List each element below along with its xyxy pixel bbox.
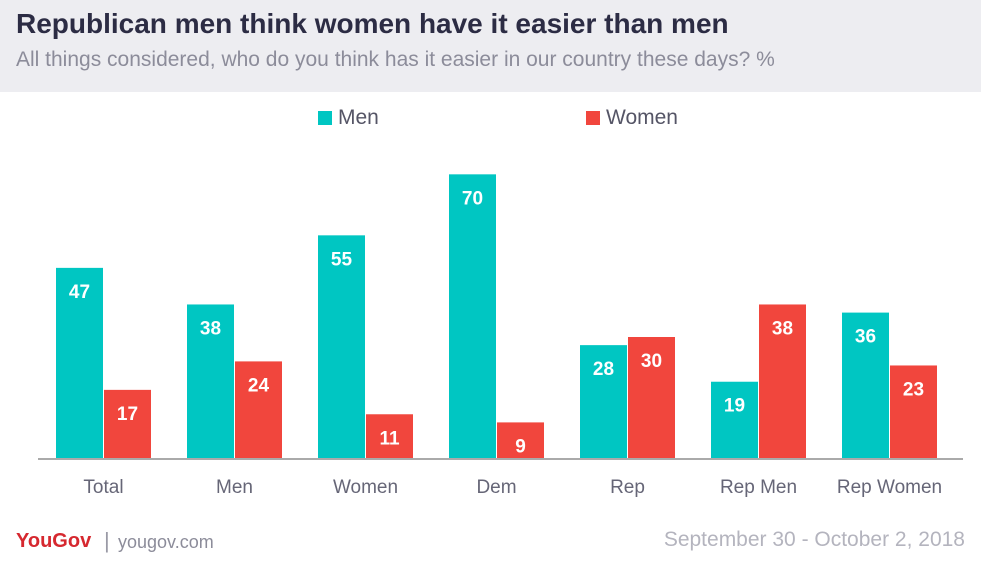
- bar-women-2: [366, 414, 413, 459]
- bar-men-3: [449, 174, 496, 460]
- bar-men-2: [318, 235, 365, 459]
- data-label-women-0: 17: [117, 404, 138, 425]
- legend-label-men: Men: [338, 106, 379, 129]
- legend-item-men: Men: [318, 106, 379, 130]
- chart-subtitle: All things considered, who do you think …: [16, 48, 775, 71]
- bar-men-5: [711, 381, 758, 459]
- x-tick-label-4: Rep: [610, 477, 645, 498]
- bar-men-1: [187, 304, 234, 459]
- yougov-logo: YouGov: [16, 530, 92, 552]
- bar-men-0: [56, 267, 103, 459]
- bar-women-6: [890, 365, 937, 459]
- data-label-men-4: 28: [593, 359, 614, 380]
- footer-site-link[interactable]: yougov.com: [118, 532, 214, 552]
- data-label-women-5: 38: [772, 318, 793, 339]
- x-tick-label-5: Rep Men: [720, 477, 797, 498]
- bar-women-0: [104, 389, 151, 459]
- x-tick-label-3: Dem: [476, 477, 516, 498]
- legend-swatch-women: [586, 111, 600, 125]
- chart-title: Republican men think women have it easie…: [16, 8, 729, 39]
- data-label-women-4: 30: [641, 351, 662, 372]
- legend-item-women: Women: [586, 106, 678, 130]
- data-label-men-2: 55: [331, 249, 353, 270]
- legend: Men Women: [0, 106, 981, 132]
- legend-label-women: Women: [606, 106, 678, 129]
- bar-women-4: [628, 337, 675, 459]
- header-band: Republican men think women have it easie…: [0, 0, 981, 92]
- footer-separator: |: [104, 528, 110, 553]
- data-label-men-6: 36: [855, 327, 876, 348]
- x-tick-label-6: Rep Women: [837, 477, 942, 498]
- data-label-men-1: 38: [200, 318, 221, 339]
- x-tick-label-0: Total: [83, 477, 123, 498]
- bar-women-1: [235, 361, 282, 459]
- data-label-men-3: 70: [462, 188, 483, 209]
- x-tick-label-1: Men: [216, 477, 253, 498]
- bar-men-4: [580, 345, 627, 459]
- bar-men-6: [842, 312, 889, 459]
- data-label-men-0: 47: [69, 282, 90, 303]
- data-label-women-6: 23: [903, 379, 924, 400]
- data-label-women-2: 11: [379, 428, 400, 449]
- data-label-women-3: 9: [515, 436, 526, 457]
- legend-swatch-men: [318, 111, 332, 125]
- survey-date: September 30 - October 2, 2018: [663, 528, 965, 551]
- x-tick-label-2: Women: [333, 477, 398, 498]
- bar-women-5: [759, 304, 806, 459]
- bar-women-3: [497, 422, 544, 459]
- data-label-men-5: 19: [724, 396, 745, 417]
- data-label-women-1: 24: [248, 375, 270, 396]
